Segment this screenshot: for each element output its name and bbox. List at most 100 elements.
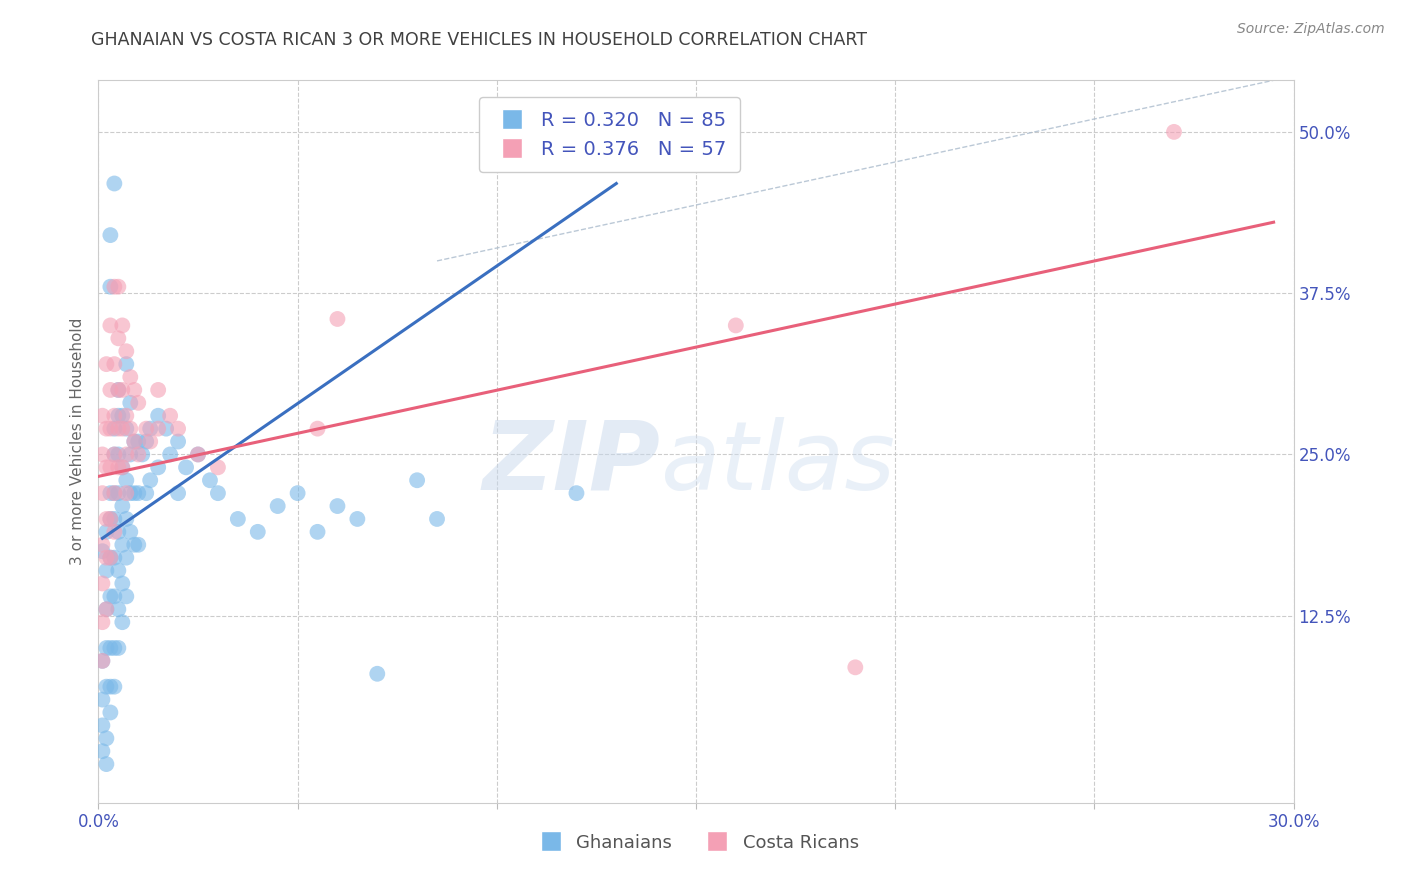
Point xyxy=(115,422,138,436)
Point xyxy=(307,422,329,436)
Point xyxy=(111,409,134,423)
Point xyxy=(96,524,118,539)
Point xyxy=(107,460,129,475)
Point xyxy=(115,512,138,526)
Point xyxy=(111,318,134,333)
Point xyxy=(103,279,125,293)
Point xyxy=(226,512,249,526)
Point xyxy=(246,524,269,539)
Point xyxy=(326,499,349,513)
Point xyxy=(115,473,138,487)
Point xyxy=(111,460,134,475)
Point xyxy=(103,680,125,694)
Point xyxy=(159,409,181,423)
Point xyxy=(844,660,866,674)
Point xyxy=(96,512,118,526)
Point xyxy=(406,473,429,487)
Text: ZIP: ZIP xyxy=(482,417,661,509)
Point xyxy=(107,486,129,500)
Point xyxy=(187,447,209,461)
Point xyxy=(91,447,114,461)
Point xyxy=(207,460,229,475)
Point xyxy=(98,318,122,333)
Point xyxy=(127,396,149,410)
Point xyxy=(103,590,125,604)
Point xyxy=(98,422,122,436)
Point xyxy=(98,383,122,397)
Point xyxy=(120,396,142,410)
Point xyxy=(124,538,146,552)
Point xyxy=(124,434,146,449)
Point xyxy=(91,692,114,706)
Point xyxy=(103,640,125,655)
Point xyxy=(148,383,170,397)
Point xyxy=(98,550,122,565)
Point xyxy=(131,447,153,461)
Point xyxy=(98,640,122,655)
Point xyxy=(98,512,122,526)
Point xyxy=(96,640,118,655)
Point xyxy=(139,434,162,449)
Point xyxy=(115,486,138,500)
Point xyxy=(103,177,125,191)
Point xyxy=(155,422,177,436)
Point xyxy=(346,512,368,526)
Point xyxy=(98,590,122,604)
Point xyxy=(307,524,329,539)
Y-axis label: 3 or more Vehicles in Household: 3 or more Vehicles in Household xyxy=(69,318,84,566)
Point xyxy=(115,409,138,423)
Point xyxy=(124,383,146,397)
Point xyxy=(91,615,114,630)
Point xyxy=(91,538,114,552)
Point xyxy=(96,460,118,475)
Point xyxy=(98,512,122,526)
Point xyxy=(135,486,157,500)
Point xyxy=(267,499,290,513)
Point xyxy=(115,357,138,371)
Point xyxy=(91,744,114,758)
Point xyxy=(91,576,114,591)
Point xyxy=(120,422,142,436)
Point xyxy=(103,447,125,461)
Point xyxy=(98,460,122,475)
Point xyxy=(98,228,122,243)
Point xyxy=(96,422,118,436)
Point xyxy=(103,512,125,526)
Point xyxy=(124,434,146,449)
Point xyxy=(174,460,197,475)
Point xyxy=(107,447,129,461)
Point xyxy=(111,615,134,630)
Point xyxy=(426,512,449,526)
Point xyxy=(103,357,125,371)
Point xyxy=(198,473,221,487)
Point xyxy=(103,524,125,539)
Point xyxy=(120,486,142,500)
Point xyxy=(115,447,138,461)
Point xyxy=(91,544,114,558)
Point xyxy=(103,486,125,500)
Point xyxy=(103,550,125,565)
Point xyxy=(98,550,122,565)
Text: atlas: atlas xyxy=(661,417,896,509)
Point xyxy=(111,538,134,552)
Point xyxy=(96,757,118,772)
Point xyxy=(91,654,114,668)
Point xyxy=(96,550,118,565)
Point xyxy=(96,602,118,616)
Legend: Ghanaians, Costa Ricans: Ghanaians, Costa Ricans xyxy=(526,826,866,859)
Point xyxy=(107,331,129,345)
Point xyxy=(107,383,129,397)
Point xyxy=(111,383,134,397)
Point xyxy=(159,447,181,461)
Point xyxy=(96,602,118,616)
Point xyxy=(124,486,146,500)
Point xyxy=(187,447,209,461)
Point xyxy=(565,486,588,500)
Point xyxy=(98,706,122,720)
Point xyxy=(107,564,129,578)
Point xyxy=(111,576,134,591)
Point xyxy=(96,680,118,694)
Point xyxy=(167,422,190,436)
Point xyxy=(139,473,162,487)
Point xyxy=(135,422,157,436)
